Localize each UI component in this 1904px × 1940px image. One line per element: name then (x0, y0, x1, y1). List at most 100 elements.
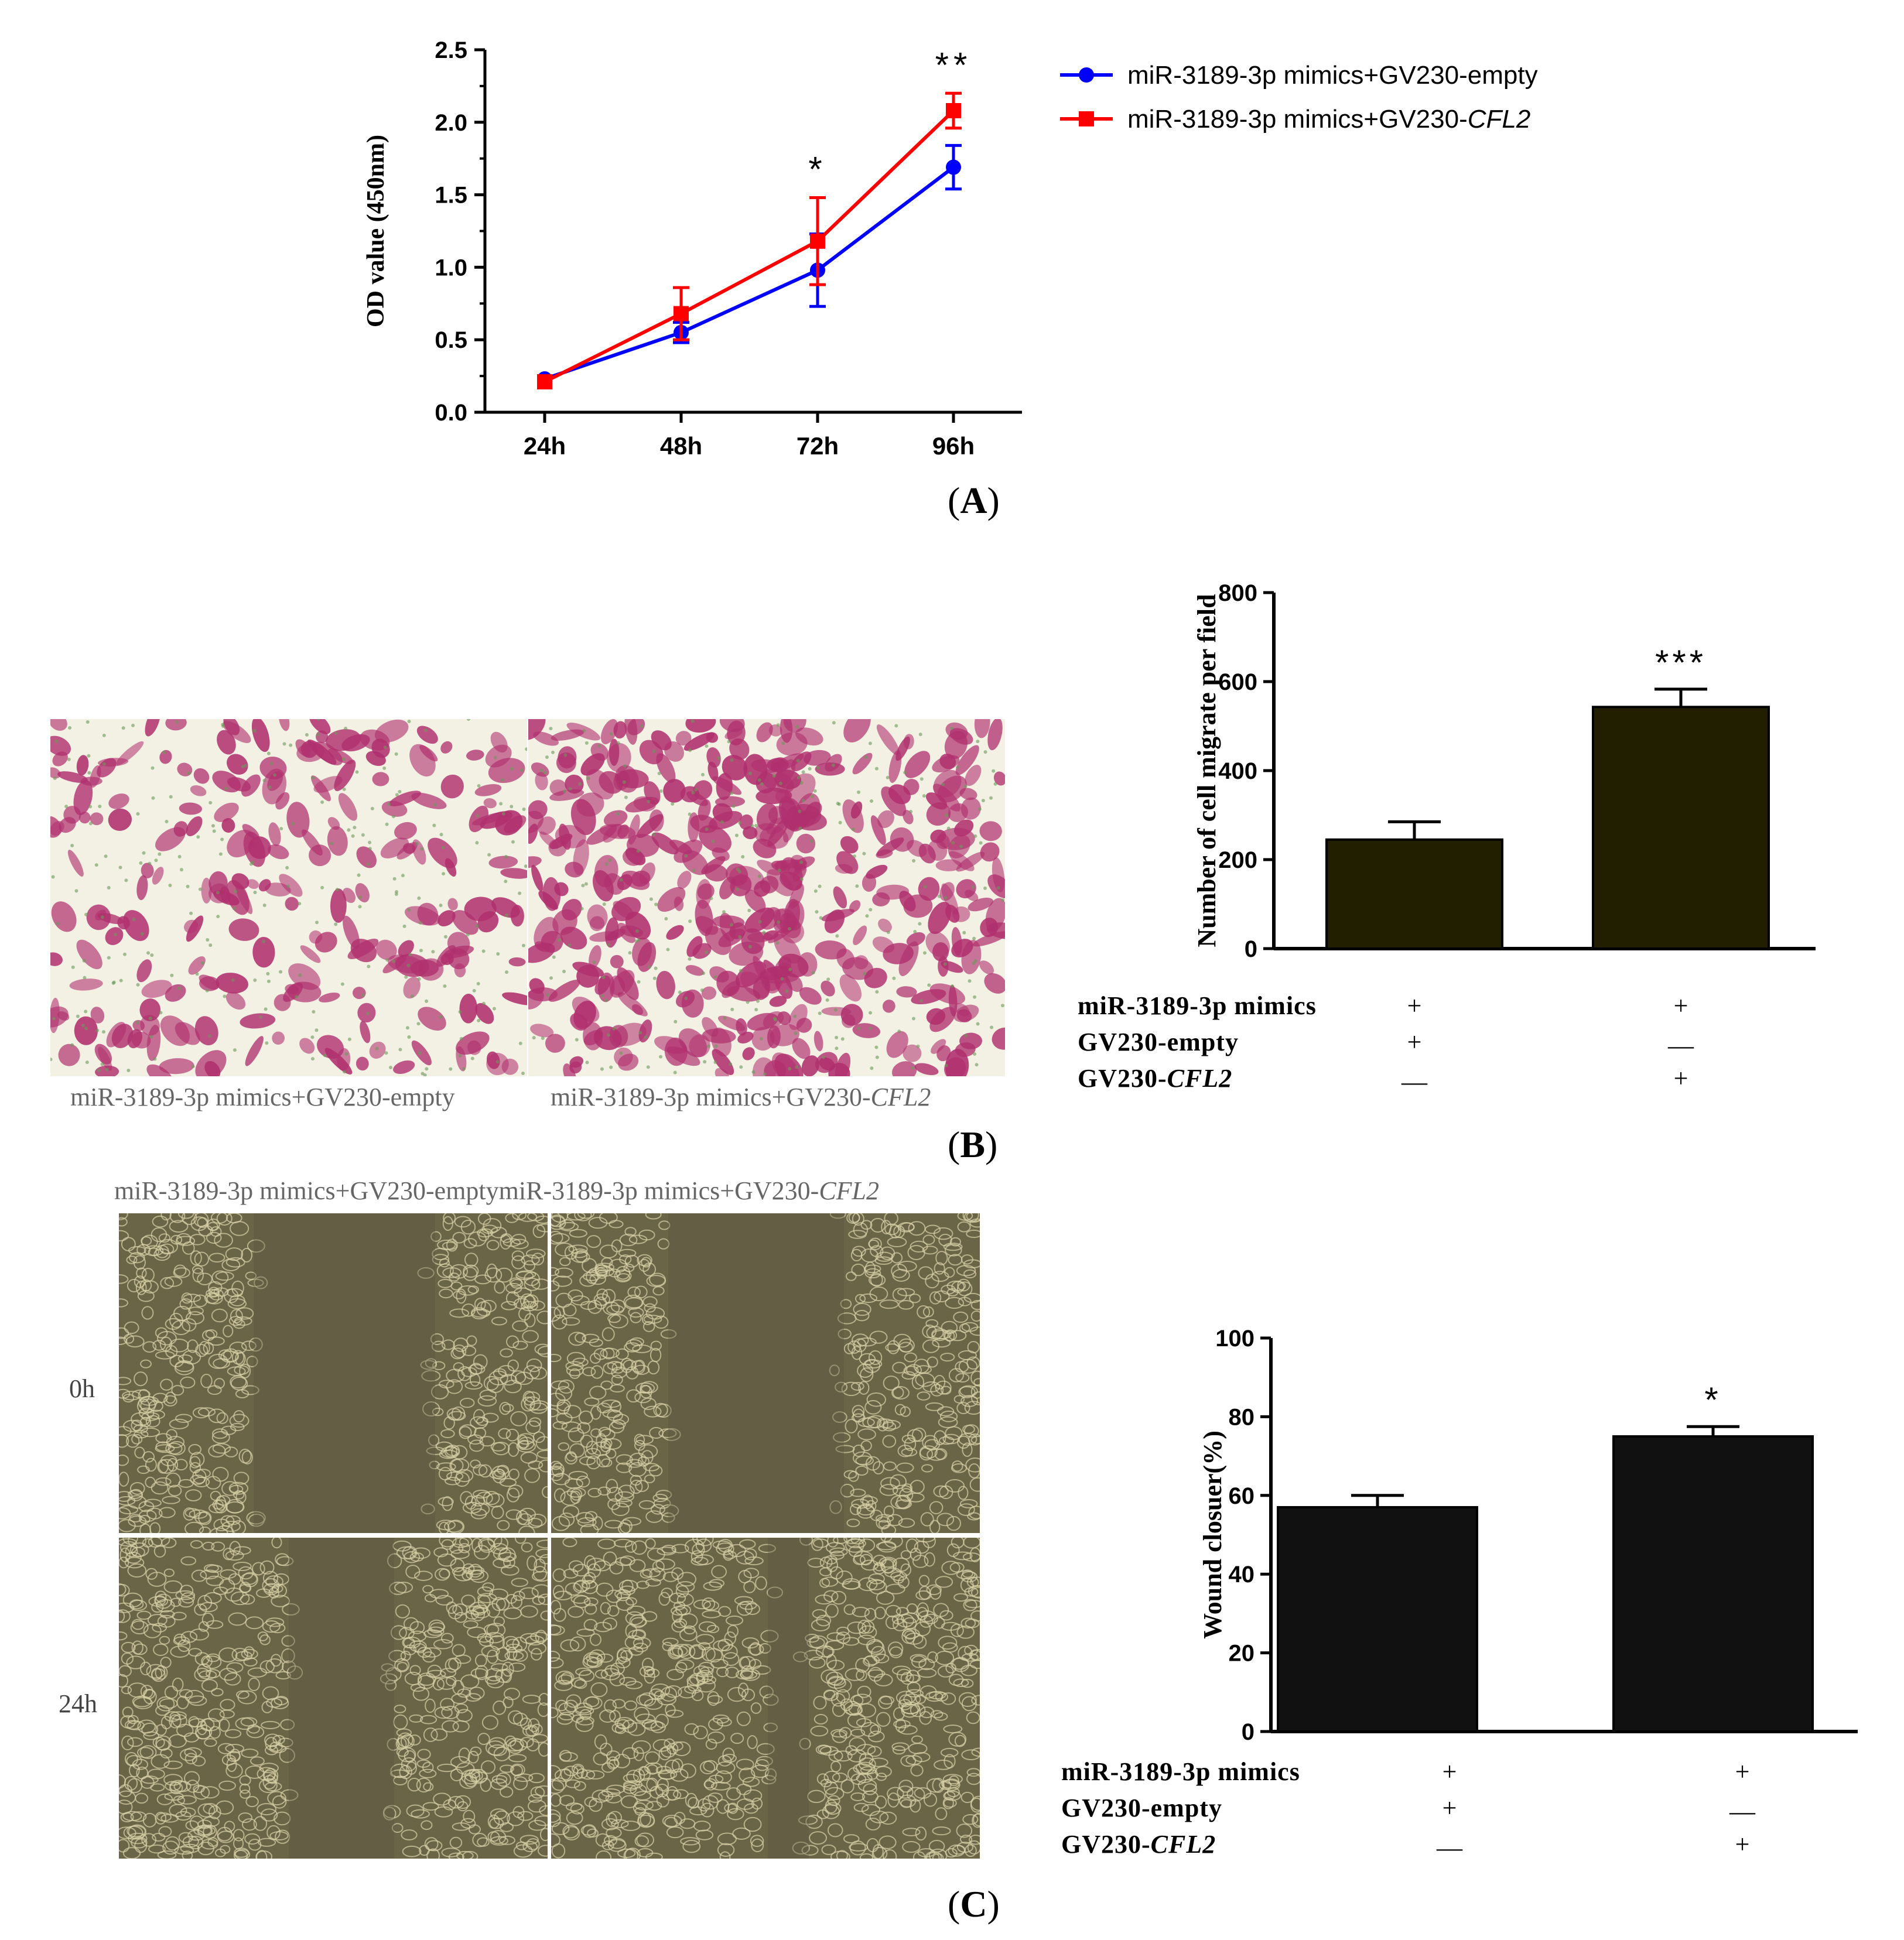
cell (785, 973, 803, 992)
cell (864, 1607, 877, 1621)
cell (434, 1706, 453, 1719)
pore (136, 812, 140, 816)
cell (925, 1402, 944, 1411)
cell (744, 1548, 757, 1561)
cell (141, 1306, 154, 1320)
pore (305, 733, 309, 737)
pore (976, 740, 980, 744)
pore (813, 889, 818, 893)
cell (76, 755, 89, 776)
cell (559, 1257, 571, 1267)
cell (463, 1809, 476, 1823)
cell (886, 1031, 908, 1058)
cell (639, 740, 664, 765)
cell (743, 754, 768, 785)
cell (827, 1538, 839, 1548)
cell (490, 1808, 507, 1820)
cell (905, 1633, 924, 1645)
pore (562, 970, 566, 974)
cell (694, 1554, 714, 1565)
cell (488, 856, 518, 869)
cell (448, 1852, 464, 1859)
cell (365, 751, 386, 767)
cell (214, 1233, 233, 1248)
y-axis-label: OD value (450nm) (363, 135, 389, 327)
cell (129, 1482, 145, 1495)
pore (903, 771, 907, 775)
cell (970, 1435, 980, 1445)
cell (286, 802, 310, 838)
cell (960, 1664, 977, 1676)
cell (197, 1272, 213, 1285)
cell (600, 1668, 621, 1681)
condition-label: miR-3189-3p mimics (1078, 991, 1317, 1020)
pore (320, 800, 324, 804)
cell (214, 802, 239, 822)
cell (549, 789, 584, 801)
pore (622, 780, 626, 784)
cell (597, 1402, 611, 1414)
pore (481, 949, 486, 953)
cell (460, 1674, 480, 1689)
pore (709, 897, 713, 901)
cell (630, 1312, 642, 1323)
pore (370, 806, 374, 810)
cell (609, 1258, 628, 1273)
cell (338, 793, 358, 821)
y-tick-label: 40 (1229, 1562, 1255, 1587)
cell (235, 1690, 249, 1699)
cell (628, 1307, 644, 1318)
cell (896, 1462, 914, 1473)
cell (507, 1811, 525, 1826)
cell (141, 863, 154, 878)
cell (868, 1239, 879, 1248)
cell (592, 1516, 603, 1531)
cell (262, 1571, 279, 1586)
cell (173, 1267, 190, 1278)
cell (470, 1307, 488, 1320)
cell (469, 1686, 485, 1700)
cell (945, 1479, 965, 1493)
cell (525, 1248, 546, 1259)
cell (522, 1841, 538, 1853)
cell (604, 1699, 617, 1713)
cell (959, 1498, 978, 1508)
cell (507, 1647, 518, 1660)
condition-sign: — (1401, 1067, 1428, 1096)
cell (958, 1433, 977, 1446)
cell (742, 1777, 760, 1787)
cell (620, 1795, 638, 1808)
cell (539, 1554, 548, 1565)
pore (972, 961, 976, 965)
cell (829, 1500, 842, 1514)
cell (573, 1000, 596, 1029)
pore (909, 810, 913, 814)
cell (136, 1610, 152, 1620)
cell (447, 1520, 465, 1533)
pore (644, 1035, 648, 1039)
pore (119, 978, 123, 983)
cell (411, 792, 447, 809)
cell (677, 1572, 697, 1587)
pore (423, 728, 428, 733)
cell (656, 971, 675, 1000)
cell (441, 1720, 459, 1733)
pore (466, 933, 470, 937)
cell (747, 1643, 764, 1655)
cell (861, 1559, 879, 1571)
cell (158, 1459, 175, 1474)
cell (741, 1637, 760, 1649)
cell (121, 1735, 134, 1751)
cell (566, 1352, 586, 1366)
cell (637, 1848, 654, 1857)
cell (213, 1358, 230, 1369)
cell (805, 1814, 823, 1829)
cell (850, 1792, 866, 1801)
cell (446, 1601, 457, 1614)
cell (511, 1255, 525, 1270)
cell (915, 1694, 926, 1704)
cell (216, 973, 248, 994)
pore (652, 749, 656, 753)
cell (719, 876, 736, 899)
cell (473, 1545, 490, 1560)
